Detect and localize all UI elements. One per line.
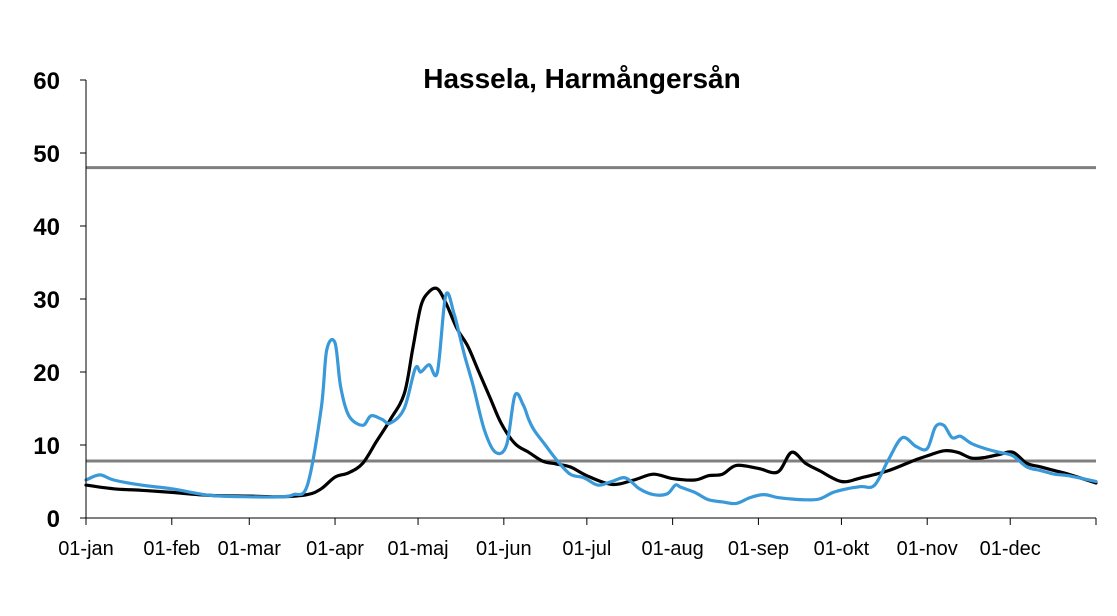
- x-tick-label: 01-dec: [980, 538, 1041, 560]
- y-tick-label: 0: [47, 506, 60, 533]
- x-tick-label: 01-aug: [641, 538, 703, 560]
- y-tick-label: 20: [33, 360, 60, 387]
- x-tick-label: 01-jan: [58, 538, 114, 560]
- y-tick-label: 40: [33, 214, 60, 241]
- x-tick-label: 01-maj: [387, 538, 448, 560]
- x-tick-label: 01-feb: [143, 538, 200, 560]
- chart-title: Hassela, Harmångersån: [423, 63, 741, 94]
- x-ticks: 01-jan 01-feb 01-mar 01-apr 01-maj 01-jun 01-j…: [58, 518, 1097, 560]
- y-tick-label: 30: [33, 287, 60, 314]
- reference-lines: [86, 166, 1096, 463]
- x-tick-label: 01-sep: [728, 538, 789, 560]
- series-layer: [84, 286, 1098, 506]
- x-tick-label: 01-jun: [476, 538, 532, 560]
- x-tick-label: 01-jul: [562, 538, 611, 560]
- x-tick-label: 01-okt: [814, 538, 870, 560]
- y-tick-label: 10: [33, 433, 60, 460]
- y-tick-label: 60: [33, 68, 60, 95]
- x-tick-label: 01-mar: [218, 538, 282, 560]
- y-ticks: 0 10 20 30 40 50 60: [33, 68, 86, 533]
- series-line-0: [84, 286, 1098, 499]
- series-line-1: [84, 291, 1098, 506]
- x-tick-label: 01-apr: [306, 538, 364, 560]
- y-tick-label: 50: [33, 141, 60, 168]
- x-tick-label: 01-nov: [897, 538, 958, 560]
